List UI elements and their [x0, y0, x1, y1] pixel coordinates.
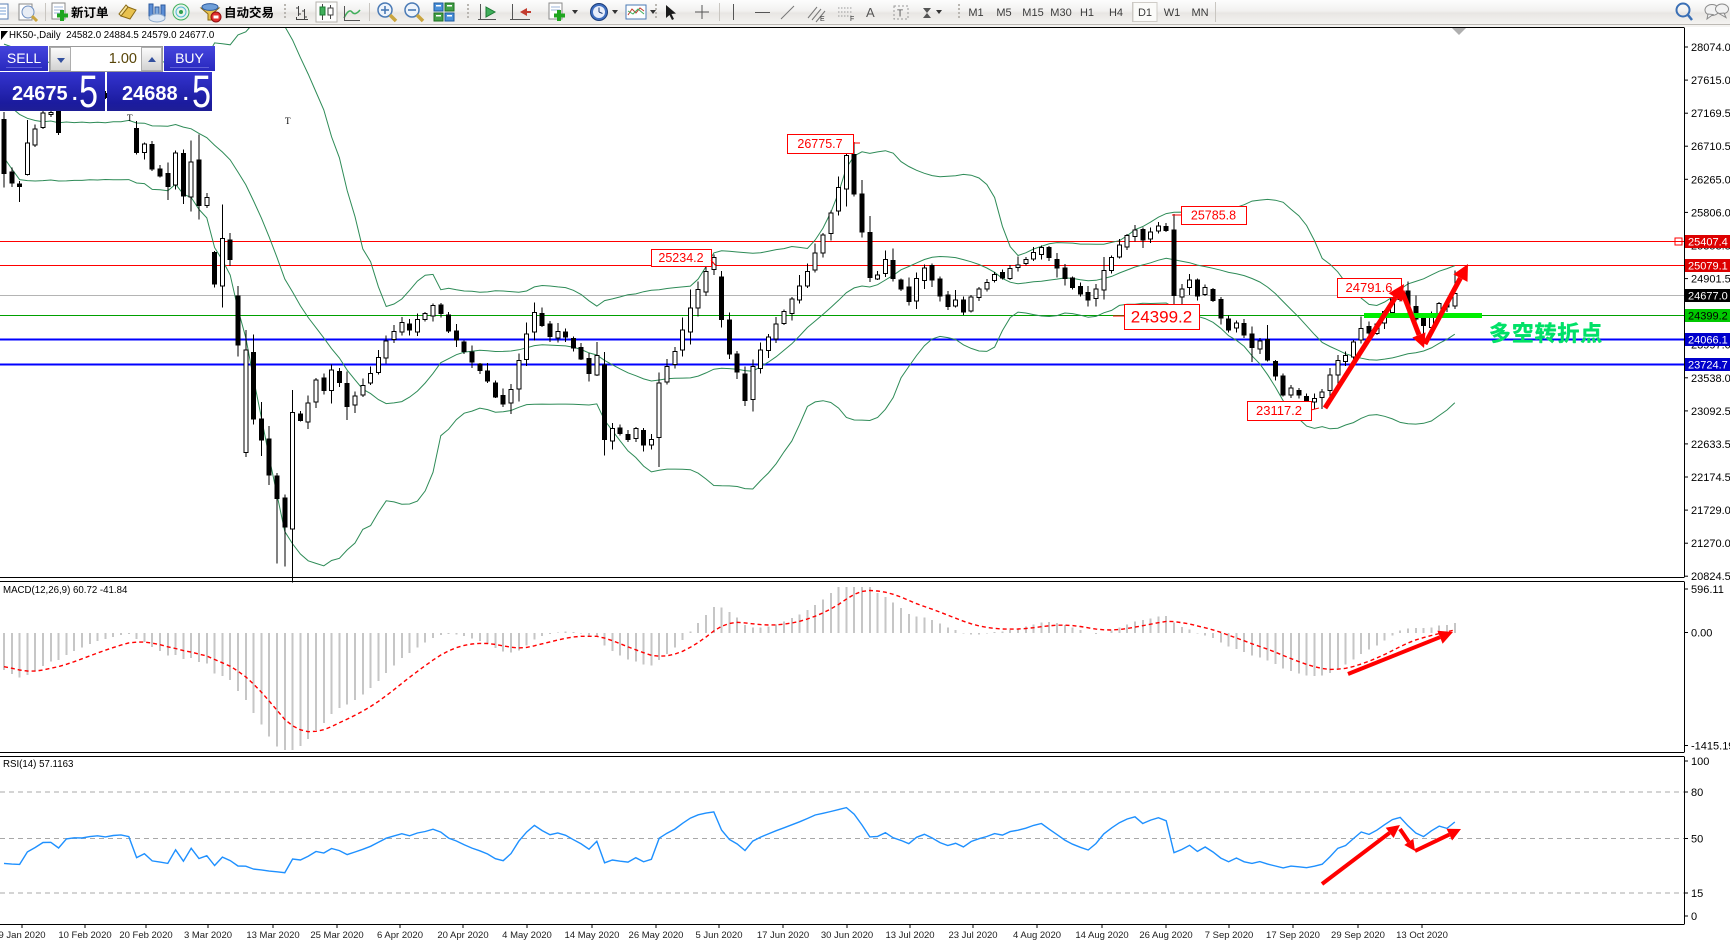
svg-text:26710.5: 26710.5: [1691, 141, 1730, 153]
svg-text:25806.0: 25806.0: [1691, 207, 1730, 219]
svg-text:T: T: [285, 116, 291, 126]
svg-text:T: T: [897, 9, 903, 20]
svg-text:24399.2: 24399.2: [1688, 311, 1728, 323]
svg-text:80: 80: [1691, 787, 1703, 799]
svg-text:15: 15: [1691, 888, 1703, 900]
svg-text:13 Oct 2020: 13 Oct 2020: [1396, 930, 1448, 941]
svg-text:24066.1: 24066.1: [1688, 335, 1728, 347]
svg-text:26775.7: 26775.7: [797, 137, 842, 151]
svg-text:25234.2: 25234.2: [658, 251, 703, 265]
svg-text:20 Feb 2020: 20 Feb 2020: [119, 930, 172, 941]
svg-text:21270.0: 21270.0: [1691, 538, 1730, 550]
svg-text:27615.0: 27615.0: [1691, 75, 1730, 87]
svg-text:5 Jun 2020: 5 Jun 2020: [695, 930, 742, 941]
svg-text:-1415.19: -1415.19: [1691, 741, 1730, 753]
svg-text:A: A: [866, 5, 875, 20]
svg-text:24399.2: 24399.2: [1131, 308, 1192, 327]
svg-text:13 Jul 2020: 13 Jul 2020: [885, 930, 934, 941]
svg-text:24677.0: 24677.0: [1688, 291, 1728, 303]
svg-text:30 Jun 2020: 30 Jun 2020: [821, 930, 873, 941]
svg-text:26 May 2020: 26 May 2020: [629, 930, 684, 941]
svg-text:13 Mar 2020: 13 Mar 2020: [246, 930, 299, 941]
svg-text:20824.5: 20824.5: [1691, 571, 1730, 583]
svg-text:26265.0: 26265.0: [1691, 174, 1730, 186]
svg-text:0.00: 0.00: [1691, 628, 1712, 640]
svg-text:M15: M15: [1022, 7, 1043, 19]
svg-text:25 Mar 2020: 25 Mar 2020: [310, 930, 363, 941]
svg-text:596.11: 596.11: [1691, 584, 1724, 596]
svg-text:23117.2: 23117.2: [1256, 403, 1302, 418]
svg-text:25079.1: 25079.1: [1688, 261, 1728, 273]
svg-text:24901.5: 24901.5: [1691, 274, 1730, 286]
svg-text:50: 50: [1691, 834, 1703, 846]
svg-text:M1: M1: [968, 7, 983, 19]
svg-text:F: F: [850, 16, 854, 23]
svg-text:25785.8: 25785.8: [1191, 209, 1236, 223]
svg-text:T: T: [127, 113, 133, 123]
svg-text:28074.0: 28074.0: [1691, 42, 1730, 54]
svg-text:14 May 2020: 14 May 2020: [565, 930, 620, 941]
svg-text:7 Sep 2020: 7 Sep 2020: [1205, 930, 1254, 941]
svg-text:9 Jan 2020: 9 Jan 2020: [0, 930, 46, 941]
svg-text:14 Aug 2020: 14 Aug 2020: [1075, 930, 1128, 941]
svg-text:22174.5: 22174.5: [1691, 472, 1730, 484]
svg-text:17 Sep 2020: 17 Sep 2020: [1266, 930, 1320, 941]
svg-text:23 Jul 2020: 23 Jul 2020: [948, 930, 997, 941]
svg-text:17 Jun 2020: 17 Jun 2020: [757, 930, 809, 941]
svg-text:21729.0: 21729.0: [1691, 505, 1730, 517]
svg-text:M30: M30: [1050, 7, 1071, 19]
svg-text:6 Apr 2020: 6 Apr 2020: [377, 930, 423, 941]
svg-text:MACD(12,26,9) 60.72 -41.84: MACD(12,26,9) 60.72 -41.84: [3, 585, 128, 596]
svg-text:24791.6: 24791.6: [1346, 280, 1393, 295]
svg-text:W1: W1: [1164, 7, 1181, 19]
svg-text:25407.4: 25407.4: [1688, 237, 1728, 249]
svg-text:E: E: [820, 16, 825, 23]
svg-text:27169.5: 27169.5: [1691, 108, 1730, 120]
svg-text:MN: MN: [1191, 7, 1208, 19]
svg-text:4 Aug 2020: 4 Aug 2020: [1013, 930, 1061, 941]
svg-text:20 Apr 2020: 20 Apr 2020: [437, 930, 488, 941]
svg-text:0: 0: [1691, 911, 1697, 923]
svg-text:23538.0: 23538.0: [1691, 373, 1730, 385]
svg-text:M5: M5: [996, 7, 1011, 19]
svg-text:D1: D1: [1138, 7, 1152, 19]
svg-text:HK50-,Daily 24582.0 24884.5 2: HK50-,Daily 24582.0 24884.5 24579.0 2467…: [9, 30, 215, 41]
svg-text:RSI(14) 57.1163: RSI(14) 57.1163: [3, 759, 73, 770]
svg-text:22633.5: 22633.5: [1691, 439, 1730, 451]
svg-text:100: 100: [1691, 756, 1709, 768]
svg-text:4 May 2020: 4 May 2020: [502, 930, 552, 941]
svg-text:3 Mar 2020: 3 Mar 2020: [184, 930, 232, 941]
svg-text:26 Aug 2020: 26 Aug 2020: [1139, 930, 1192, 941]
svg-text:10 Feb 2020: 10 Feb 2020: [58, 930, 111, 941]
svg-text:H1: H1: [1080, 7, 1094, 19]
svg-text:23724.7: 23724.7: [1688, 360, 1728, 372]
svg-text:23092.5: 23092.5: [1691, 406, 1730, 418]
svg-text:29 Sep 2020: 29 Sep 2020: [1331, 930, 1385, 941]
svg-text:H4: H4: [1109, 7, 1123, 19]
